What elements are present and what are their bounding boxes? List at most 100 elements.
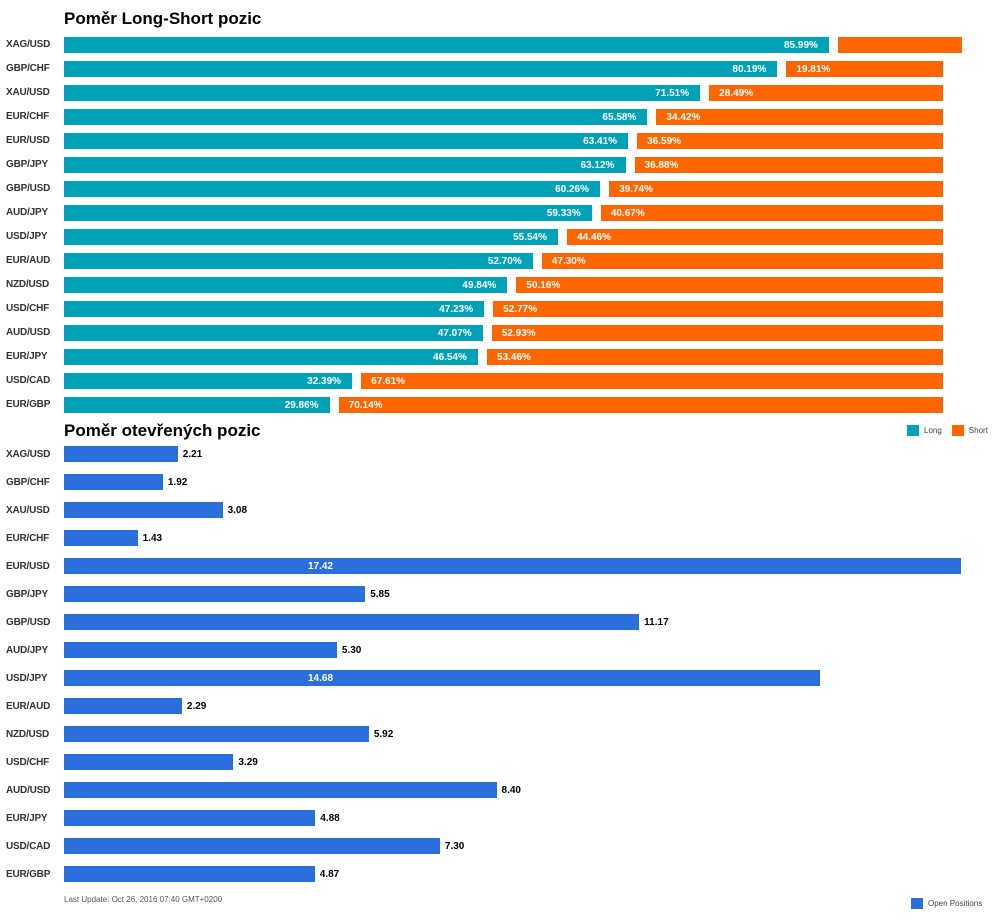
- open-positions-bar: [64, 782, 497, 798]
- long-value-label: 52.70%: [487, 256, 522, 267]
- open-positions-bar: [64, 614, 640, 630]
- short-value-label: 39.74%: [619, 184, 654, 195]
- open-positions-value-label: 4.88: [320, 813, 340, 824]
- open-positions-value-label: 1.43: [142, 533, 163, 544]
- short-value-label: 19.81%: [796, 64, 831, 75]
- long-value-label: 55.54%: [513, 232, 548, 243]
- chart1-title: Poměr Long-Short pozic: [64, 9, 262, 28]
- long-value-label: 80.19%: [732, 64, 767, 75]
- short-bar: [567, 229, 943, 245]
- short-value-label: 28.49%: [719, 88, 754, 99]
- category-label: EUR/JPY: [6, 351, 48, 362]
- open-positions-bar: [64, 810, 316, 826]
- long-bar: [64, 37, 829, 53]
- open-positions-value-label: 5.85: [370, 589, 390, 600]
- long-bar: [64, 85, 701, 101]
- open-positions-bar: [64, 698, 182, 714]
- short-bar: [609, 181, 943, 197]
- category-label: AUD/USD: [6, 785, 51, 796]
- open-positions-bar: [64, 530, 138, 546]
- long-bar: [64, 229, 559, 245]
- short-bar: [491, 325, 943, 341]
- category-label: AUD/JPY: [6, 207, 48, 218]
- category-label: USD/CAD: [6, 375, 51, 386]
- category-label: XAG/USD: [6, 449, 51, 460]
- open-positions-bar: [64, 502, 223, 518]
- category-label: EUR/CHF: [6, 111, 50, 122]
- category-label: EUR/GBP: [6, 399, 51, 410]
- long-bar: [64, 373, 353, 389]
- open-positions-value-label: 7.30: [444, 841, 465, 852]
- open-positions-value-label: 1.92: [167, 477, 188, 488]
- open-positions-value-label: 5.30: [341, 645, 362, 656]
- legend-swatch-short: [951, 425, 964, 436]
- short-value-label: 47.30%: [551, 256, 586, 267]
- category-label: EUR/CHF: [6, 533, 50, 544]
- category-label: AUD/JPY: [6, 645, 48, 656]
- category-label: GBP/CHF: [6, 477, 50, 488]
- open-positions-bar: [64, 754, 234, 770]
- long-value-label: 49.84%: [462, 280, 497, 291]
- category-label: EUR/AUD: [6, 255, 51, 266]
- category-label: EUR/JPY: [6, 813, 48, 824]
- category-label: GBP/USD: [6, 617, 51, 628]
- open-positions-value-label: 2.29: [186, 701, 207, 712]
- long-value-label: 59.33%: [546, 208, 581, 219]
- category-label: NZD/USD: [6, 729, 50, 740]
- category-label: AUD/USD: [6, 327, 51, 338]
- chart2-title: Poměr otevřených pozic: [64, 421, 261, 440]
- long-value-label: 63.41%: [583, 136, 618, 147]
- long-value-label: 47.07%: [437, 328, 472, 339]
- short-value-label: 40.67%: [610, 208, 645, 219]
- open-positions-value-label: 11.17: [644, 617, 669, 628]
- open-positions-value-label: 2.21: [182, 449, 203, 460]
- category-label: GBP/CHF: [6, 63, 50, 74]
- legend-label-long: Long: [924, 426, 942, 435]
- short-bar: [634, 157, 943, 173]
- category-label: XAU/USD: [6, 87, 50, 98]
- category-label: USD/JPY: [6, 231, 48, 242]
- open-positions-value-label: 5.92: [373, 729, 394, 740]
- short-value-label: 53.46%: [497, 352, 531, 363]
- short-value-label: 52.93%: [501, 328, 536, 339]
- category-label: EUR/GBP: [6, 869, 51, 880]
- long-value-label: 29.86%: [284, 400, 319, 411]
- open-positions-value-label: 3.08: [227, 505, 248, 516]
- open-positions-bar: [64, 726, 369, 742]
- long-bar: [64, 397, 330, 413]
- open-positions-bar: [64, 866, 315, 882]
- category-label: XAG/USD: [6, 39, 51, 50]
- short-bar: [786, 61, 943, 77]
- open-positions-bar: [64, 586, 366, 602]
- legend-open-positions: Open Positions: [911, 898, 982, 909]
- category-label: GBP/USD: [6, 183, 51, 194]
- category-label: XAU/USD: [6, 505, 50, 516]
- long-bar: [64, 109, 648, 125]
- long-bar: [64, 349, 479, 365]
- long-bar: [64, 277, 508, 293]
- short-value-label: 70.14%: [348, 400, 383, 411]
- open-positions-bar: [64, 558, 961, 574]
- long-bar: [64, 181, 601, 197]
- category-label: USD/CAD: [6, 841, 51, 852]
- short-bar: [493, 301, 943, 317]
- short-bar: [656, 109, 943, 125]
- open-positions-value-label: 14.68: [308, 673, 334, 684]
- category-label: NZD/USD: [6, 279, 50, 290]
- short-value-label: 67.61%: [371, 376, 406, 387]
- short-bar: [709, 85, 943, 101]
- category-label: EUR/USD: [6, 561, 50, 572]
- short-bar: [338, 397, 943, 413]
- legend-swatch-long: [907, 425, 919, 436]
- short-value-label: 36.88%: [644, 160, 679, 171]
- category-label: USD/CHF: [6, 757, 50, 768]
- short-bar: [838, 37, 962, 53]
- short-bar: [361, 373, 943, 389]
- open-positions-bar: [64, 838, 440, 854]
- category-label: GBP/JPY: [6, 589, 48, 600]
- category-label: EUR/AUD: [6, 701, 51, 712]
- short-value-label: 36.59%: [647, 136, 682, 147]
- legend-swatch-open: [911, 898, 923, 909]
- open-positions-bar: [64, 670, 820, 686]
- short-bar: [637, 133, 943, 149]
